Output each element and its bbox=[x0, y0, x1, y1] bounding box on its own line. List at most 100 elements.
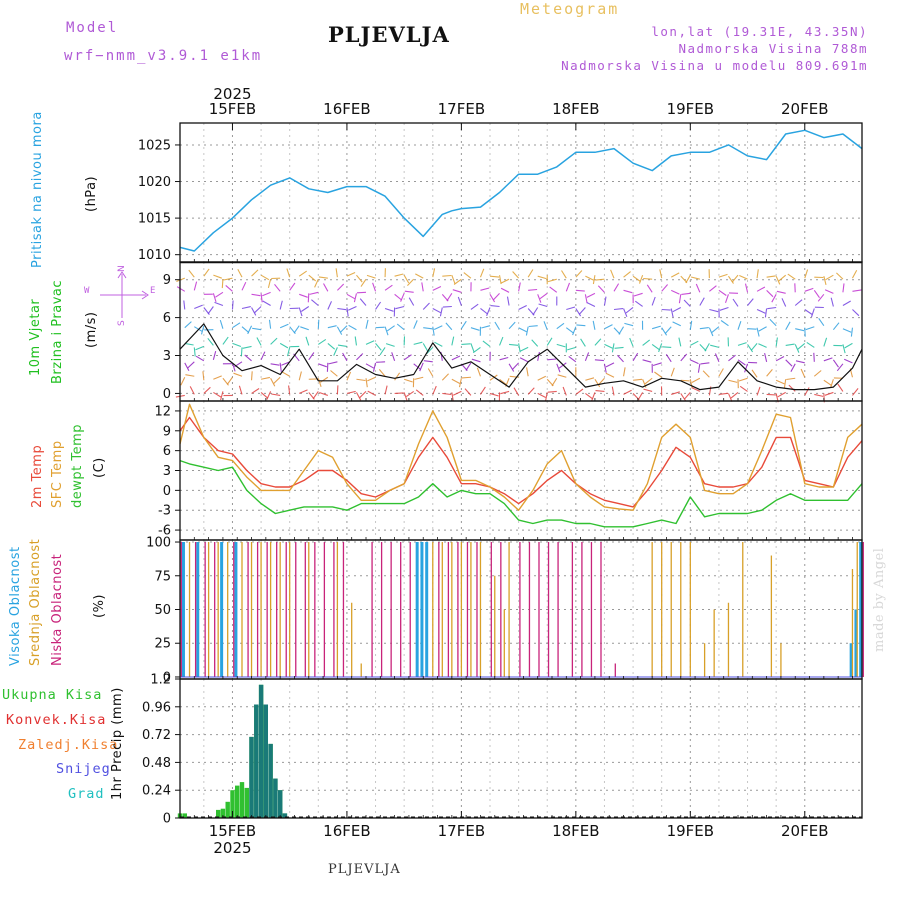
y-tick-label-cloud: 25 bbox=[154, 637, 171, 652]
wind-barb bbox=[766, 369, 773, 377]
wind-barb bbox=[610, 269, 615, 279]
wind-barb bbox=[394, 392, 404, 394]
wind-barb bbox=[442, 274, 452, 277]
wind-barb bbox=[300, 306, 310, 312]
wind-barb bbox=[695, 283, 701, 293]
wind-barb bbox=[379, 347, 386, 356]
date-label-top: 19FEB bbox=[667, 100, 714, 118]
wind-barb bbox=[472, 346, 481, 354]
wind-barb bbox=[651, 296, 656, 306]
wind-barb bbox=[727, 393, 733, 402]
wind-barb bbox=[337, 344, 348, 347]
legend-total: Ukupna Kisa bbox=[2, 687, 103, 703]
wind-barb bbox=[539, 292, 548, 300]
wind-barb bbox=[591, 392, 596, 401]
wind-barb bbox=[709, 308, 719, 313]
wind-barb bbox=[509, 343, 519, 346]
wind-barb bbox=[794, 344, 800, 353]
wind-barb bbox=[623, 308, 628, 318]
panel-frame-wind bbox=[179, 261, 863, 402]
wind-barb bbox=[689, 379, 693, 389]
y-tick-label-temp: -3 bbox=[158, 504, 171, 519]
wind-barb bbox=[489, 275, 500, 278]
wind-barb bbox=[451, 378, 461, 384]
wind-barb bbox=[777, 391, 786, 398]
precip-bar-1 bbox=[258, 684, 264, 818]
wind-barb bbox=[489, 392, 499, 397]
wind-barb bbox=[270, 377, 276, 387]
wind-barb bbox=[633, 378, 643, 381]
wind-barb bbox=[318, 276, 328, 279]
wind-barb bbox=[825, 274, 834, 281]
wind-barb bbox=[513, 387, 520, 396]
wind-barb bbox=[279, 323, 289, 329]
wind-barb bbox=[643, 277, 653, 280]
wind-barb bbox=[486, 307, 491, 317]
wind-barb bbox=[681, 292, 691, 295]
wind-barb bbox=[189, 386, 195, 395]
wind-barb bbox=[500, 390, 510, 395]
y-tick-label-cloud: 75 bbox=[154, 569, 171, 584]
wind-barb bbox=[683, 392, 691, 400]
wind-barb bbox=[585, 392, 593, 400]
wind-barb bbox=[651, 343, 660, 351]
legend-conv: Konvek.Kisa bbox=[6, 712, 107, 728]
wind-barb bbox=[518, 327, 527, 333]
date-label-bottom: 15FEB bbox=[209, 822, 256, 840]
wind-barb bbox=[537, 275, 547, 280]
wind-barb bbox=[251, 388, 260, 394]
wind-barb bbox=[623, 271, 631, 278]
y-tick-label-wind: 0 bbox=[163, 387, 171, 402]
wind-barb bbox=[783, 379, 787, 389]
wind-barb bbox=[480, 386, 486, 395]
wind-barb bbox=[709, 285, 717, 292]
wind-barb bbox=[260, 293, 263, 303]
wind-barb bbox=[586, 302, 596, 307]
wind-barb bbox=[251, 307, 257, 316]
wind-barb bbox=[769, 318, 777, 327]
wind-barb bbox=[844, 342, 853, 349]
wind-barb bbox=[421, 282, 424, 292]
wind-barb bbox=[422, 343, 429, 352]
wind-barb bbox=[785, 321, 791, 330]
wind-barb bbox=[537, 351, 540, 361]
wind-barb bbox=[396, 323, 405, 331]
wind-barb bbox=[240, 347, 243, 357]
wind-barb bbox=[561, 270, 567, 279]
y-tick-label-temp: 12 bbox=[154, 404, 171, 419]
wind-barb bbox=[414, 376, 424, 380]
wind-barb bbox=[575, 289, 585, 292]
wind-barb bbox=[661, 308, 671, 311]
legend-grad: Grad bbox=[68, 786, 105, 802]
wind-barb bbox=[480, 287, 490, 291]
wind-barb bbox=[408, 297, 415, 306]
wind-barb bbox=[557, 374, 567, 378]
wind-barb bbox=[813, 352, 815, 362]
wind-barb bbox=[662, 346, 672, 348]
wind-barb bbox=[720, 320, 729, 327]
wind-barb bbox=[463, 272, 472, 279]
wind-barb bbox=[744, 283, 749, 293]
wind-barb bbox=[279, 362, 282, 372]
wind-barb bbox=[385, 343, 395, 347]
y-tick-label-precip: 0 bbox=[163, 812, 171, 827]
wind-barb bbox=[426, 347, 434, 355]
wind-barb bbox=[320, 376, 329, 383]
wind-barb bbox=[499, 378, 507, 386]
wind-barb bbox=[241, 281, 247, 291]
wind-barb bbox=[318, 338, 327, 345]
wind-barb bbox=[365, 363, 375, 369]
wind-barb bbox=[372, 282, 377, 292]
wind-barb bbox=[739, 385, 748, 392]
wind-barb bbox=[576, 324, 586, 327]
wind-barb bbox=[207, 337, 214, 346]
wind-barb bbox=[532, 307, 539, 316]
wind-barb bbox=[328, 361, 338, 365]
wind-barb bbox=[213, 274, 222, 279]
wind-barb bbox=[327, 325, 337, 329]
wind-barb bbox=[367, 390, 376, 396]
wind-barb bbox=[386, 325, 395, 332]
wind-barb bbox=[823, 357, 833, 362]
wind-barb bbox=[470, 343, 475, 353]
